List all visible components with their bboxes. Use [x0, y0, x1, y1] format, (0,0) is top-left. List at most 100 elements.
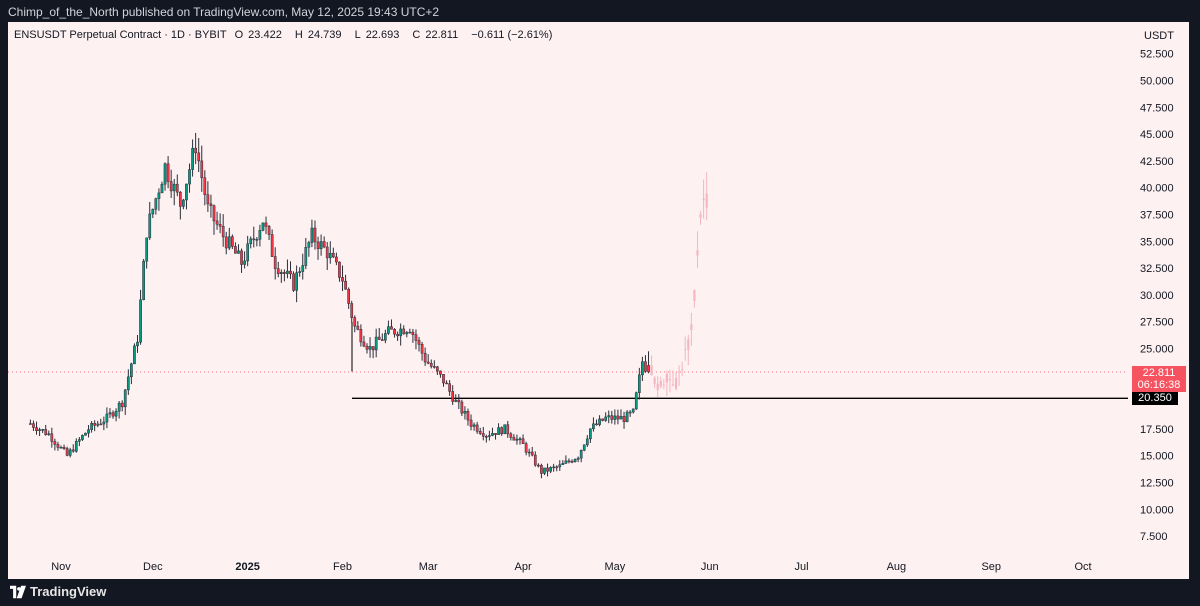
candle-body — [298, 271, 302, 273]
time-tick-label: May — [604, 561, 625, 573]
candle-body — [637, 374, 641, 393]
candle-body — [625, 411, 629, 423]
candle-body — [35, 427, 38, 431]
candle-body — [579, 449, 583, 459]
candle-body — [227, 236, 231, 249]
candle-body — [126, 376, 130, 391]
candle-body — [163, 163, 167, 185]
candle-body — [151, 208, 155, 215]
candle-body — [396, 333, 399, 337]
legend-open-value: 23.422 — [248, 29, 282, 41]
candle-body — [148, 213, 152, 239]
candle-body — [249, 238, 253, 245]
candle-body — [374, 336, 378, 351]
time-axis-ticks: Nov Dec 2025 Feb Mar Apr May Jun Jul Aug Sep Oct — [51, 561, 1091, 573]
candle-body — [454, 399, 458, 402]
candle-body — [420, 344, 424, 354]
price-tick-label: 42.500 — [1140, 156, 1174, 168]
candle-body — [362, 341, 366, 347]
candle-body — [491, 433, 494, 436]
legend-high-label: H — [294, 29, 303, 41]
candle-body — [90, 422, 93, 430]
candle-body — [445, 382, 448, 385]
candle-body — [178, 191, 182, 207]
candle-body — [111, 412, 115, 417]
candle-body — [601, 418, 604, 421]
candle-body — [576, 457, 580, 460]
candle-body — [384, 333, 387, 341]
price-tick-label: 47.500 — [1140, 102, 1174, 114]
candle-body — [457, 399, 461, 403]
candle-body — [432, 366, 436, 368]
projected-candle-body — [662, 384, 665, 386]
candle-body — [365, 345, 369, 350]
candle-body — [252, 238, 256, 241]
projected-candle-body — [684, 349, 687, 351]
projected-candle-body — [690, 324, 693, 331]
projected-candle-body — [653, 377, 656, 384]
candle-body — [595, 423, 598, 426]
tradingview-brand[interactable]: TradingView — [30, 584, 107, 599]
candle-body — [157, 192, 161, 199]
projected-candle-body — [668, 379, 672, 381]
candle-body — [347, 288, 350, 304]
candle-body — [570, 461, 574, 463]
candle-body — [628, 411, 632, 414]
candle-body — [47, 433, 51, 436]
candle-body — [175, 183, 179, 193]
time-tick-label: Mar — [419, 561, 438, 573]
tradingview-logo-icon[interactable] — [10, 585, 26, 599]
price-tick-label: 17.500 — [1140, 424, 1174, 436]
candle-body — [120, 402, 124, 408]
price-tick-label: 37.500 — [1140, 210, 1174, 222]
candle-body — [552, 466, 556, 469]
price-axis-ticks: 52.500 50.000 47.500 45.000 42.500 40.000 37.5… — [1140, 49, 1174, 543]
candle-body — [99, 423, 103, 426]
candle-body — [573, 459, 577, 463]
candle-body — [344, 280, 347, 290]
candle-body — [359, 329, 363, 343]
candle-body — [356, 325, 360, 330]
projected-candle-body — [687, 339, 690, 350]
candle-body — [325, 246, 329, 259]
candle-body — [84, 432, 87, 436]
time-tick-label: Dec — [143, 561, 163, 573]
time-tick-label: Jun — [701, 561, 719, 573]
time-tick-label: 2025 — [235, 561, 259, 573]
price-tick-label: 35.000 — [1140, 236, 1174, 248]
price-tick-label: 27.500 — [1140, 317, 1174, 329]
candle-body — [188, 169, 191, 185]
price-tick-label: 12.500 — [1140, 478, 1174, 490]
candle-body — [87, 429, 90, 434]
candle-body — [515, 438, 519, 441]
candle-body — [429, 362, 433, 367]
time-tick-label: Nov — [51, 561, 71, 573]
candle-body — [273, 256, 277, 269]
candle-body — [292, 273, 295, 291]
candle-countdown: 06:16:38 — [1137, 379, 1181, 391]
last-candle-body — [647, 365, 650, 373]
candle-body — [234, 246, 237, 254]
candle-body — [289, 270, 292, 275]
candle-body — [592, 423, 595, 430]
candle-body — [402, 328, 406, 335]
candle-body — [286, 270, 289, 274]
candle-body — [463, 411, 467, 414]
candle-body — [331, 253, 335, 258]
candle-body — [408, 331, 412, 334]
candle-body — [209, 203, 213, 206]
candle-body — [38, 429, 41, 431]
projected-candle-body — [650, 365, 653, 376]
candle-body — [322, 241, 326, 248]
projected-candle-body — [699, 214, 702, 218]
candle-body — [488, 435, 491, 437]
candle-body — [585, 438, 589, 446]
chart-panel[interactable] — [8, 22, 1189, 579]
candle-body — [607, 415, 611, 418]
candle-body — [212, 205, 216, 222]
candle-body — [255, 239, 259, 241]
candle-body — [191, 147, 194, 170]
candle-body — [405, 332, 409, 335]
candle-body — [123, 389, 127, 408]
